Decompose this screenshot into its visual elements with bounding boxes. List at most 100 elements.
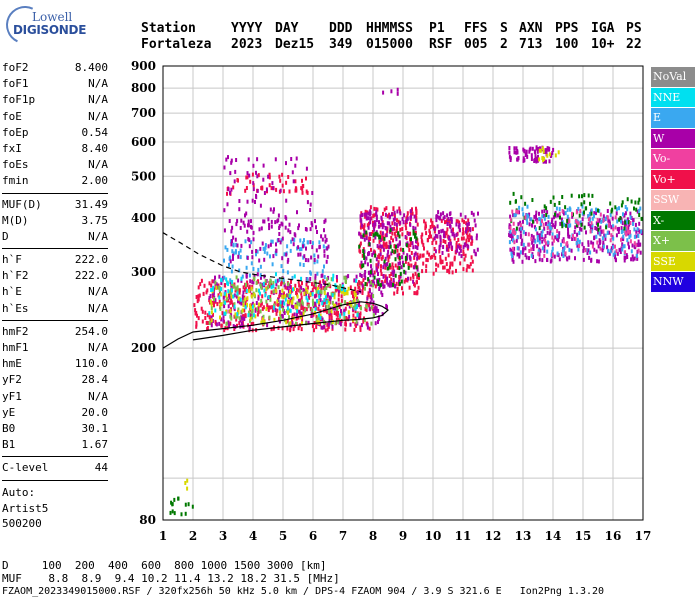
data-point xyxy=(288,315,290,320)
data-point xyxy=(225,293,228,298)
data-point xyxy=(455,219,458,224)
plot-frame xyxy=(162,65,644,521)
data-point xyxy=(382,247,385,252)
param-name: B0 xyxy=(2,421,16,435)
data-point xyxy=(206,327,209,332)
data-point xyxy=(589,218,592,223)
data-point xyxy=(314,282,317,287)
data-point xyxy=(514,231,517,236)
data-point xyxy=(369,220,372,225)
data-point xyxy=(235,158,238,162)
data-point xyxy=(323,325,326,329)
data-point xyxy=(222,314,225,319)
data-point xyxy=(344,276,347,281)
data-point xyxy=(401,216,404,221)
data-point xyxy=(303,291,306,296)
data-point xyxy=(366,322,369,327)
data-point xyxy=(388,245,391,250)
data-point xyxy=(264,243,267,248)
data-point xyxy=(450,217,453,222)
data-point xyxy=(522,219,524,224)
data-point xyxy=(388,215,391,220)
data-point xyxy=(597,227,600,232)
data-point xyxy=(389,224,392,229)
data-point xyxy=(538,236,541,241)
data-point xyxy=(281,294,284,299)
data-point xyxy=(525,255,528,260)
data-point xyxy=(403,269,406,274)
data-point xyxy=(340,298,343,303)
data-point xyxy=(515,209,518,214)
y-tick-label: 600 xyxy=(131,135,156,149)
data-point xyxy=(398,252,401,257)
data-point xyxy=(383,261,386,266)
data-point xyxy=(290,279,292,284)
data-point xyxy=(559,221,562,226)
data-point xyxy=(375,231,378,236)
data-point xyxy=(324,295,327,300)
data-point xyxy=(381,220,384,225)
data-point xyxy=(594,226,597,230)
data-point xyxy=(429,225,432,229)
data-point xyxy=(368,289,371,294)
data-point xyxy=(602,240,605,245)
data-point xyxy=(536,219,539,224)
data-point xyxy=(431,241,434,245)
data-point xyxy=(196,313,198,318)
data-point xyxy=(519,235,522,240)
data-point xyxy=(548,159,551,164)
data-point xyxy=(327,309,330,314)
data-point xyxy=(250,312,253,317)
data-point xyxy=(357,302,360,307)
data-point xyxy=(509,156,512,161)
data-point xyxy=(230,269,233,274)
data-point xyxy=(250,294,253,299)
data-point xyxy=(226,296,228,301)
data-point xyxy=(173,511,176,516)
data-point xyxy=(375,257,378,262)
data-point xyxy=(257,267,260,272)
data-point xyxy=(316,315,319,320)
data-point xyxy=(345,316,348,320)
data-point xyxy=(286,306,289,311)
data-point xyxy=(277,213,280,218)
data-point xyxy=(232,185,235,190)
data-point xyxy=(186,486,189,491)
data-point xyxy=(548,231,551,236)
data-point xyxy=(406,231,409,235)
data-point xyxy=(457,237,460,242)
data-point xyxy=(441,260,444,264)
data-point xyxy=(265,187,268,192)
param-row: foE N/A xyxy=(2,109,110,125)
data-point xyxy=(337,292,340,297)
data-point xyxy=(291,237,294,242)
data-point xyxy=(375,214,378,219)
data-point xyxy=(629,239,632,244)
data-point xyxy=(513,240,516,245)
data-point xyxy=(324,239,327,244)
data-point xyxy=(368,279,371,284)
data-point xyxy=(516,157,519,162)
data-point xyxy=(301,305,304,310)
data-point xyxy=(409,276,412,281)
data-point xyxy=(637,239,640,244)
data-point xyxy=(313,260,316,265)
data-point xyxy=(385,206,388,211)
data-point xyxy=(299,315,302,320)
data-point xyxy=(404,270,407,275)
data-point xyxy=(393,231,396,236)
data-point xyxy=(464,215,467,220)
data-point xyxy=(570,248,573,253)
param-divider xyxy=(2,192,108,194)
param-name: foEp xyxy=(2,125,29,139)
data-point xyxy=(302,263,305,267)
param-row: h`F2 222.0 xyxy=(2,268,110,284)
data-point xyxy=(384,212,387,217)
data-point xyxy=(534,259,537,264)
data-point xyxy=(433,229,436,234)
data-point xyxy=(554,224,556,229)
data-point xyxy=(245,175,248,180)
data-point xyxy=(421,232,424,237)
data-point xyxy=(305,287,308,292)
data-point xyxy=(450,229,453,234)
